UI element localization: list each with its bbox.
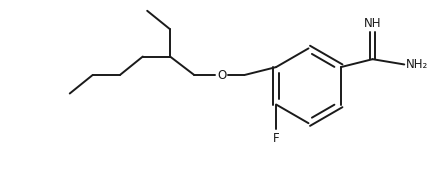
Text: O: O [217,68,226,81]
Text: F: F [273,132,280,145]
Text: NH₂: NH₂ [406,58,428,71]
Text: NH: NH [364,17,381,30]
